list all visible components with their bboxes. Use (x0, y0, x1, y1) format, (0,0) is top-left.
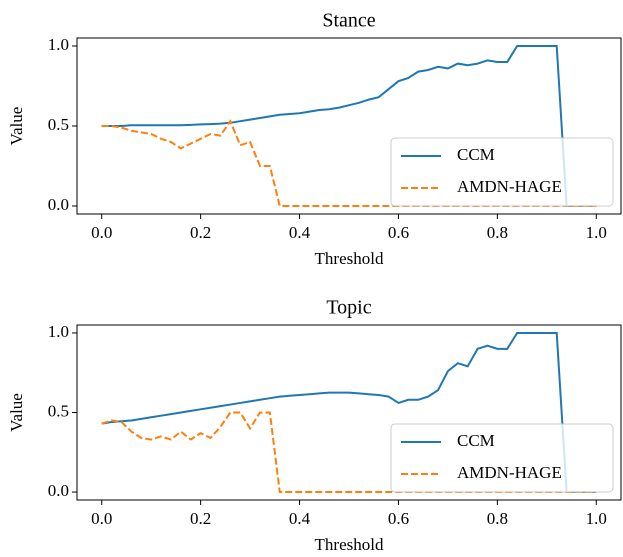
y-tick-label: 1.0 (48, 322, 69, 341)
y-tick-label: 0.5 (48, 115, 69, 134)
x-tick-label: 0.2 (190, 509, 211, 528)
legend-label: CCM (457, 145, 495, 164)
x-tick-label: 0.6 (388, 223, 409, 242)
y-axis-label: Value (7, 107, 26, 146)
x-axis-label: Threshold (315, 249, 384, 268)
x-tick-label: 0.2 (190, 223, 211, 242)
y-axis-label: Value (7, 393, 26, 432)
y-tick-label: 1.0 (48, 35, 69, 54)
legend-box (390, 137, 614, 207)
series-line (101, 45, 597, 207)
series-line (101, 331, 597, 494)
x-tick-label: 0.8 (487, 223, 508, 242)
legend-label: AMDN-HAGE (457, 463, 562, 482)
x-tick-label: 0.8 (487, 509, 508, 528)
x-tick-label: 0.0 (91, 509, 112, 528)
plot-frame (76, 37, 622, 215)
x-axis-label: Threshold (315, 535, 384, 554)
x-tick-label: 1.0 (586, 223, 607, 242)
plot-frame (76, 324, 622, 501)
legend-label: AMDN-HAGE (457, 177, 562, 196)
x-tick-label: 0.4 (289, 223, 311, 242)
x-tick-label: 0.0 (91, 223, 112, 242)
legend-box (390, 423, 614, 493)
y-tick-label: 0.0 (48, 195, 69, 214)
legend-label: CCM (457, 431, 495, 450)
chart-title: Topic (326, 297, 371, 319)
y-tick-label: 0.5 (48, 401, 69, 420)
y-tick-label: 0.0 (48, 481, 69, 500)
x-tick-label: 0.4 (289, 509, 311, 528)
x-tick-label: 1.0 (586, 509, 607, 528)
x-tick-label: 0.6 (388, 509, 409, 528)
series-line (101, 411, 597, 494)
chart-title: Stance (322, 10, 375, 32)
